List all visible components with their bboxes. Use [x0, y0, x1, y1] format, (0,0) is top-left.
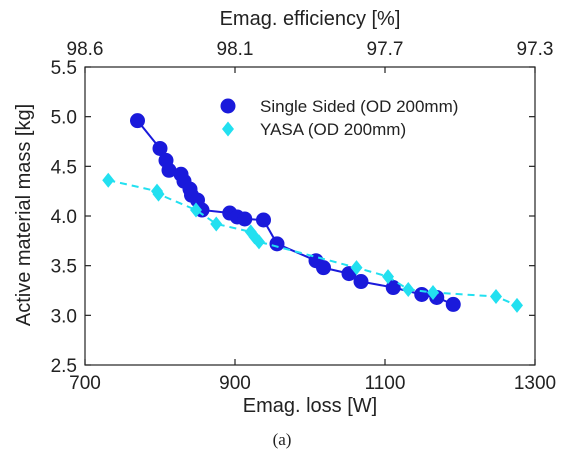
y-tick-label: 4.0	[51, 207, 77, 228]
series-yasa	[102, 172, 523, 313]
top-axis-title: Emag. efficiency [%]	[220, 8, 401, 30]
series-line	[108, 179, 518, 307]
series-line	[136, 119, 454, 306]
legend-marker-diamond	[222, 121, 234, 137]
data-point	[414, 286, 430, 302]
data-point	[511, 297, 523, 313]
data-point	[353, 274, 369, 290]
y-tick-label: 4.5	[51, 157, 77, 178]
x-axis-title: Emag. loss [W]	[243, 395, 377, 417]
data-point	[427, 284, 439, 300]
data-point	[152, 186, 165, 202]
data-point	[445, 296, 461, 312]
legend-marker-circle	[220, 98, 236, 114]
data-point	[253, 234, 265, 250]
data-point	[382, 269, 394, 285]
legend-label: Single Sided (OD 200mm)	[260, 97, 458, 116]
top-tick-label: 97.7	[367, 39, 404, 60]
data-point	[152, 140, 168, 156]
data-point	[237, 211, 253, 227]
y-tick-label: 5.5	[51, 58, 77, 79]
legend: Single Sided (OD 200mm) YASA (OD 200mm)	[220, 97, 458, 139]
data-point	[269, 236, 285, 252]
y-tick-label: 3.0	[51, 306, 77, 327]
data-point	[256, 212, 271, 228]
top-tick-label: 97.3	[517, 39, 554, 60]
data-point	[350, 260, 363, 276]
data-point	[402, 282, 415, 298]
x-tick-label: 700	[69, 373, 101, 394]
data-point	[130, 113, 145, 129]
top-tick-label: 98.6	[67, 39, 104, 60]
x-tick-label: 1300	[514, 373, 556, 394]
data-point	[102, 172, 115, 188]
legend-label: YASA (OD 200mm)	[260, 120, 406, 139]
top-tick-label: 98.1	[217, 39, 254, 60]
figure-caption: (a)	[273, 430, 292, 449]
y-tick-label: 5.0	[51, 108, 77, 129]
x-tick-label: 1100	[365, 373, 406, 394]
axis-ticks: 700 900 1100 1300 98.6 98.1 97.7 97.3 2.5 3.0 3.5 4…	[51, 39, 557, 394]
y-axis-title: Active material mass [kg]	[13, 104, 35, 326]
data-point	[316, 260, 331, 276]
data-point	[210, 216, 223, 232]
series-group	[102, 113, 523, 313]
y-tick-label: 3.5	[51, 257, 77, 278]
data-point	[385, 280, 401, 296]
x-tick-label: 900	[219, 373, 251, 394]
series-single-sided	[130, 113, 461, 312]
data-point	[190, 202, 202, 218]
data-point	[161, 162, 177, 178]
y-tick-label: 2.5	[51, 356, 77, 377]
data-point	[490, 288, 502, 304]
